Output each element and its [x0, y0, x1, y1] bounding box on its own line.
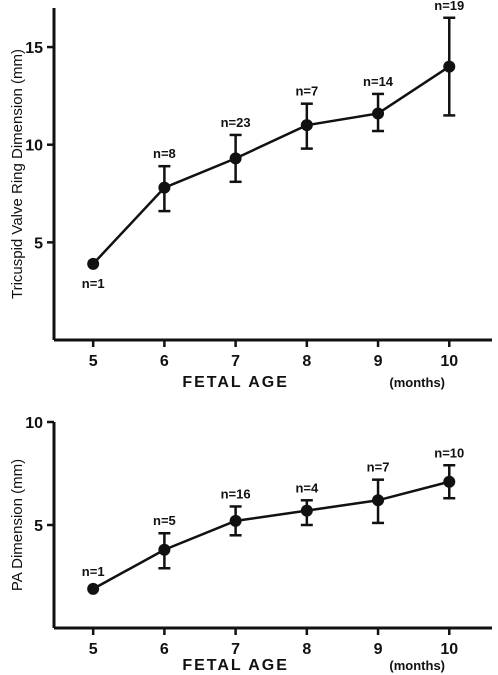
n-label: n=10 [434, 445, 464, 460]
x-axis-unit: (months) [389, 375, 445, 390]
data-point [87, 582, 100, 595]
x-axis-label: FETAL AGE [182, 657, 289, 674]
chart-1: 5 6 7 8 9 10 5 10 15 FETAL AGE (months) Tricuspid V… [9, 0, 492, 391]
data-point [229, 514, 242, 527]
x-tick-label: 10 [440, 353, 458, 370]
data-point [372, 494, 385, 507]
n-label: n=1 [82, 276, 105, 291]
y-tick-label: 10 [25, 138, 43, 155]
data-point [229, 152, 242, 165]
n-label: n=4 [295, 480, 319, 495]
y-tick-label: 5 [34, 235, 43, 252]
data-point [372, 107, 385, 120]
data-point [443, 60, 456, 73]
x-tick-label: 5 [89, 353, 98, 370]
data-point [300, 119, 313, 132]
y-axis-label: Tricuspid Valve Ring Dimension (mm) [9, 49, 26, 299]
y-tick-label: 15 [25, 40, 43, 57]
y-axis-label: PA Dimension (mm) [9, 459, 26, 591]
x-tick-label: 10 [440, 641, 458, 658]
n-label: n=1 [82, 564, 105, 579]
data-point [87, 257, 100, 270]
x-axis-unit: (months) [389, 658, 445, 673]
x-tick-label: 7 [231, 641, 240, 658]
series-line [92, 480, 450, 590]
x-tick-label: 8 [302, 353, 311, 370]
n-label: n=7 [367, 460, 390, 475]
n-label: n=14 [363, 74, 394, 89]
data-point [443, 475, 456, 488]
x-tick-label: 6 [160, 641, 169, 658]
x-tick-label: 9 [374, 641, 383, 658]
x-tick-label: 9 [374, 353, 383, 370]
x-axis-label: FETAL AGE [182, 374, 289, 391]
data-point [158, 181, 171, 194]
n-label: n=7 [295, 84, 318, 99]
n-label: n=5 [153, 513, 176, 528]
n-label: n=8 [153, 146, 176, 161]
y-tick-label: 5 [34, 518, 43, 535]
n-label: n=19 [434, 0, 464, 13]
y-tick-label: 10 [25, 415, 43, 432]
x-tick-label: 8 [302, 641, 311, 658]
series-line [92, 65, 450, 265]
x-tick-label: 7 [231, 353, 240, 370]
chart-2: 5 6 7 8 9 10 5 10 FETAL AGE (months) PA Dimension … [9, 415, 492, 674]
x-tick-label: 5 [89, 641, 98, 658]
x-tick-label: 6 [160, 353, 169, 370]
n-label: n=23 [221, 115, 251, 130]
data-point [158, 543, 171, 556]
n-label: n=16 [221, 486, 251, 501]
data-point [300, 504, 313, 517]
